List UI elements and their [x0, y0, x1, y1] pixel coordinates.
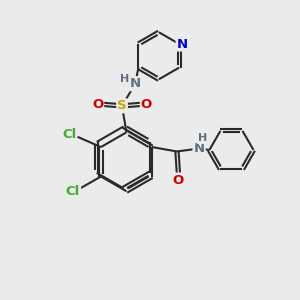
Text: O: O	[141, 98, 152, 111]
Text: H: H	[198, 133, 207, 143]
Text: Cl: Cl	[62, 128, 76, 141]
Text: Cl: Cl	[66, 185, 80, 198]
Text: N: N	[194, 142, 205, 155]
Text: N: N	[130, 77, 141, 90]
Text: O: O	[173, 173, 184, 187]
Text: O: O	[92, 98, 103, 111]
Text: S: S	[117, 99, 127, 112]
Text: N: N	[177, 38, 188, 50]
Text: H: H	[120, 74, 130, 84]
